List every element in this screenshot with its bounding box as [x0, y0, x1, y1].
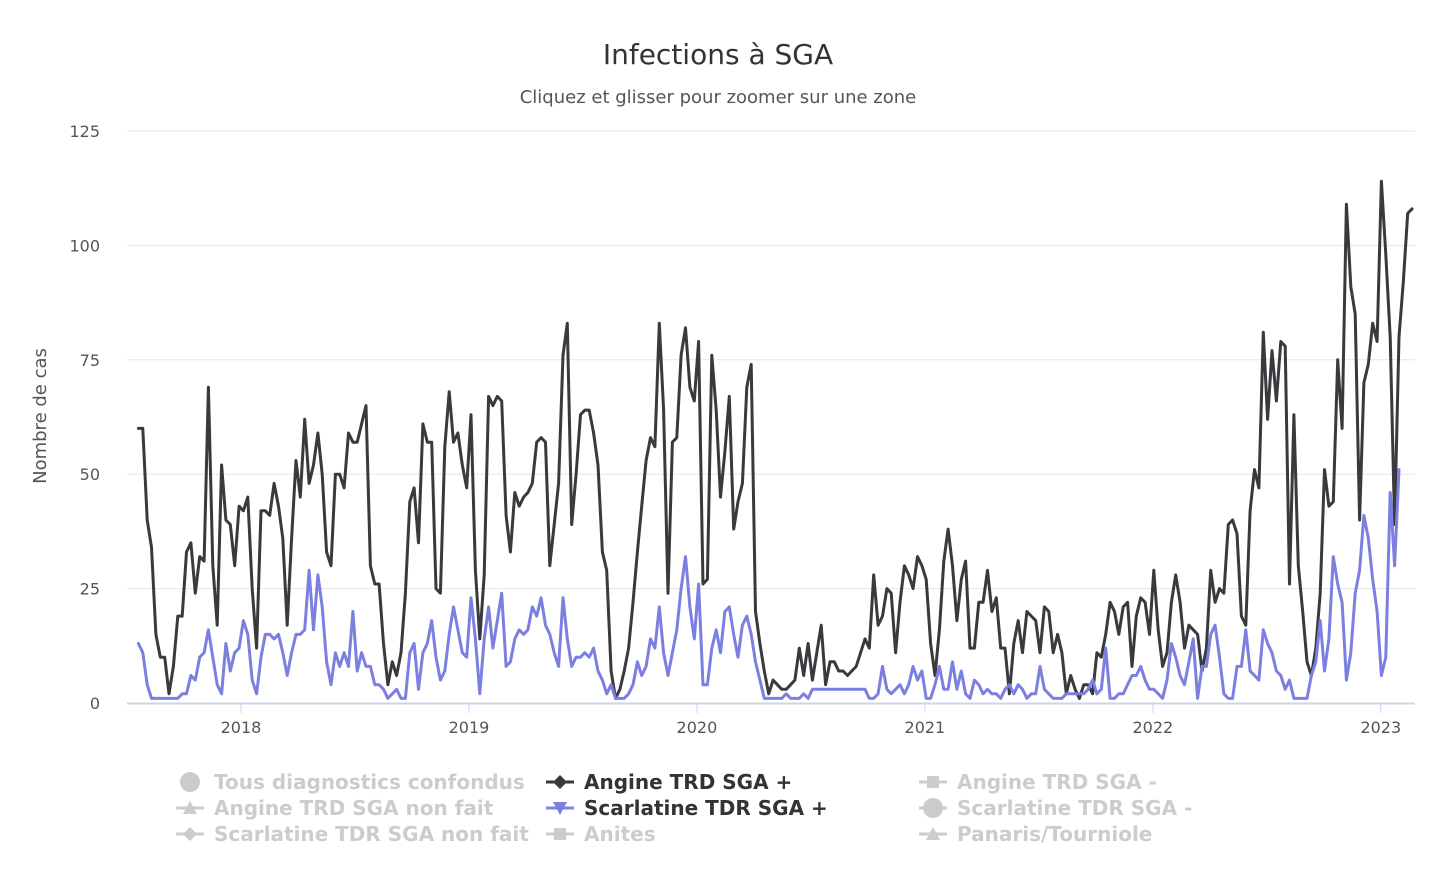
legend-label: Tous diagnostics confondus: [214, 770, 525, 794]
legend-label: Angine TRD SGA non fait: [214, 796, 494, 820]
legend-label: Angine TRD SGA -: [957, 770, 1157, 794]
x-tick-label: 2019: [449, 718, 490, 737]
legend-item-tous-diagnostics-confondus[interactable]: Tous diagnostics confondus: [180, 770, 525, 794]
y-tick-label: 100: [69, 236, 100, 255]
y-tick-label: 125: [69, 122, 100, 141]
x-axis: 2018 2019 2020 2021 2022 2023: [127, 702, 1415, 737]
x-tick-label: 2020: [677, 718, 718, 737]
diamond-marker-icon: [176, 827, 204, 841]
x-tick-label: 2018: [221, 718, 262, 737]
legend-item-scarlatine-tdr-sga-non-fait[interactable]: Scarlatine TDR SGA non fait: [176, 822, 529, 846]
chart-title: Infections à SGA: [603, 38, 833, 71]
legend-label: Anites: [584, 822, 656, 846]
square-marker-icon: [546, 828, 574, 840]
x-tick-label: 2022: [1132, 718, 1173, 737]
legend-item-angine-trd-sga[interactable]: Angine TRD SGA +: [546, 770, 792, 794]
legend: Tous diagnostics confondus Angine TRD SGA…: [176, 770, 1192, 846]
legend-label: Scarlatine TDR SGA non fait: [214, 822, 529, 846]
legend-item-angine-trd-sga[interactable]: Angine TRD SGA -: [919, 770, 1157, 794]
series-line-angine-trd-sga-plus[interactable]: [136, 179, 1414, 700]
legend-item-angine-trd-sga-non-fait[interactable]: Angine TRD SGA non fait: [176, 796, 494, 820]
y-tick-label: 75: [80, 351, 100, 370]
legend-label: Scarlatine TDR SGA +: [584, 796, 828, 820]
grid-lines: [127, 130, 1415, 590]
legend-item-scarlatine-tdr-sga[interactable]: Scarlatine TDR SGA -: [919, 796, 1192, 820]
chart-subtitle: Cliquez et glisser pour zoomer sur une z…: [520, 87, 917, 108]
legend-label: Scarlatine TDR SGA -: [957, 796, 1192, 820]
legend-label: Panaris/Tourniole: [957, 822, 1152, 846]
x-tick-label: 2021: [905, 718, 946, 737]
legend-item-scarlatine-tdr-sga[interactable]: Scarlatine TDR SGA +: [546, 796, 828, 820]
circle-marker-icon: [180, 772, 200, 792]
triangle-marker-icon: [919, 827, 947, 840]
legend-item-panaris-tourniole[interactable]: Panaris/Tourniole: [919, 822, 1152, 846]
x-tick-label: 2023: [1360, 718, 1401, 737]
y-tick-label: 0: [90, 694, 100, 713]
circle-marker-icon: [919, 798, 947, 818]
y-tick-label: 25: [80, 580, 100, 599]
legend-item-anites[interactable]: Anites: [546, 822, 656, 846]
series-group: [136, 179, 1414, 700]
y-tick-label: 50: [80, 465, 100, 484]
triangle-down-marker-icon: [546, 802, 574, 815]
y-axis-ticks: 0 25 50 75 100 125: [69, 122, 100, 713]
diamond-marker-icon: [546, 775, 574, 789]
square-marker-icon: [919, 776, 947, 788]
series-line-scarlatine-tdr-sga-plus[interactable]: [136, 468, 1401, 700]
legend-label: Angine TRD SGA +: [584, 770, 792, 794]
triangle-marker-icon: [176, 801, 204, 814]
y-axis-label: Nombre de cas: [30, 348, 51, 484]
